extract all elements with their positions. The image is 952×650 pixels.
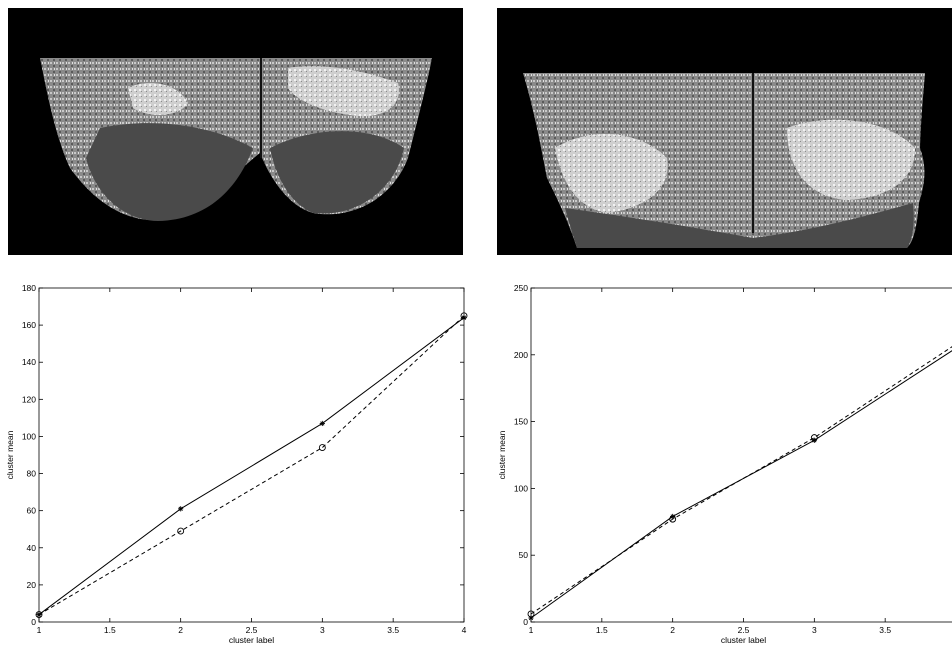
chart-right: 1 1.5 2 2.5 3 3.5 0 50 100 150 200 250 cluster label… <box>497 283 952 645</box>
data-point-circle <box>177 527 185 535</box>
y-axis-label: cluster mean <box>497 430 507 479</box>
y-tick-label: 50 <box>519 550 529 560</box>
x-tick-label: 2.5 <box>738 625 750 635</box>
data-point-star <box>178 506 184 512</box>
x-axis-label: cluster label <box>229 635 274 645</box>
y-tick-label: 160 <box>22 320 36 330</box>
y-tick-label: 80 <box>27 469 37 479</box>
y-tick-label: 250 <box>514 283 528 293</box>
data-point-star <box>319 420 325 427</box>
series-line-2 <box>38 315 465 616</box>
y-tick-label: 40 <box>27 543 37 553</box>
y-tick-label: 120 <box>22 394 36 404</box>
y-tick-label: 150 <box>514 417 528 427</box>
segmented-image-left <box>8 8 463 255</box>
data-point-circle <box>318 444 326 452</box>
y-tick-label: 200 <box>514 350 528 360</box>
y-tick-label: 20 <box>27 580 37 590</box>
x-tick-label: 1 <box>529 625 534 635</box>
data-point-circle <box>527 610 535 618</box>
x-tick-label: 1.5 <box>596 625 608 635</box>
x-tick-label: 2.5 <box>246 625 258 635</box>
y-axis-label: cluster mean <box>5 430 15 479</box>
x-axis-label: cluster label <box>721 635 766 645</box>
x-tick-label: 3 <box>320 625 325 635</box>
series-line-2 <box>530 346 952 615</box>
x-tick-label: 3.5 <box>387 625 399 635</box>
y-tick-label: 180 <box>22 283 36 293</box>
data-point-circle <box>460 312 468 320</box>
data-point-circle <box>35 611 43 619</box>
x-tick-label: 2 <box>178 625 183 635</box>
x-tick-label: 1 <box>37 625 42 635</box>
chart-left: 1 1.5 2 2.5 3 3.5 4020406080100120140160180clu… <box>5 283 468 645</box>
series-line-1 <box>38 317 465 615</box>
y-tick-label: 0 <box>31 617 36 627</box>
x-tick-label: 1.5 <box>104 625 116 635</box>
y-tick-label: 0 <box>523 617 528 627</box>
y-tick-label: 140 <box>22 357 36 367</box>
plot-frame <box>530 287 952 623</box>
x-tick-label: 3.5 <box>879 625 891 635</box>
y-tick-label: 100 <box>514 483 528 493</box>
x-tick-label: 2 <box>670 625 675 635</box>
y-tick-label: 100 <box>22 431 36 441</box>
data-point-circle <box>669 515 677 523</box>
data-point-circle <box>810 434 818 442</box>
y-tick-label: 60 <box>27 506 37 516</box>
x-tick-label: 4 <box>462 625 467 635</box>
plot-frame <box>38 287 465 623</box>
segmented-image-right <box>497 8 952 255</box>
x-tick-label: 3 <box>812 625 817 635</box>
